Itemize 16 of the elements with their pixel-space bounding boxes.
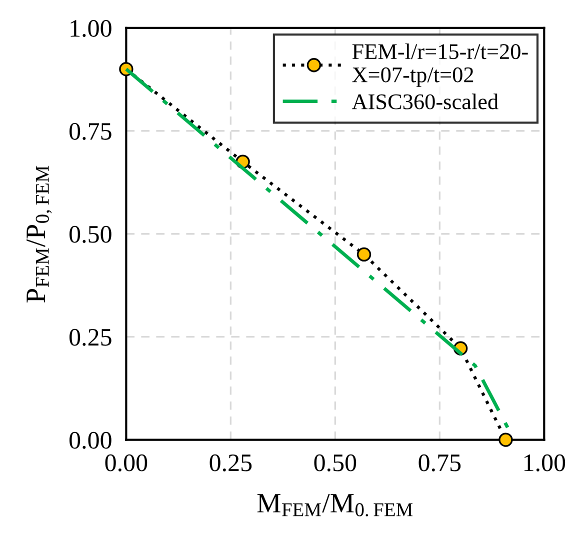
x-axis-title: M$_{FEM}$/M$_{0.FEM}$ [257,494,413,516]
x-tick-label: 1.00 [524,454,566,472]
legend-label: FEM-l/r=15-r/t=20-X=07-tp/t=02 [352,43,528,87]
point [356,247,372,262]
y-tick-label: 0.00 [70,432,112,449]
point [498,432,513,447]
y-tick-label: 0.25 [70,328,112,346]
y-tick-label: 0.75 [70,122,112,140]
legend-label: AISC360-scaled [352,94,498,110]
y-tick-label: 0.50 [70,226,112,243]
x-tick-label: 0.25 [210,454,252,472]
x-tick-label: 0.50 [314,454,356,472]
y-tick-label: 1.00 [70,20,112,37]
y-axis-title: P$_{FEM}$/P$_{0,FEM}$ [26,166,52,303]
x-tick-label: 0.00 [105,454,148,472]
x-tick-label: 0.75 [418,454,461,472]
